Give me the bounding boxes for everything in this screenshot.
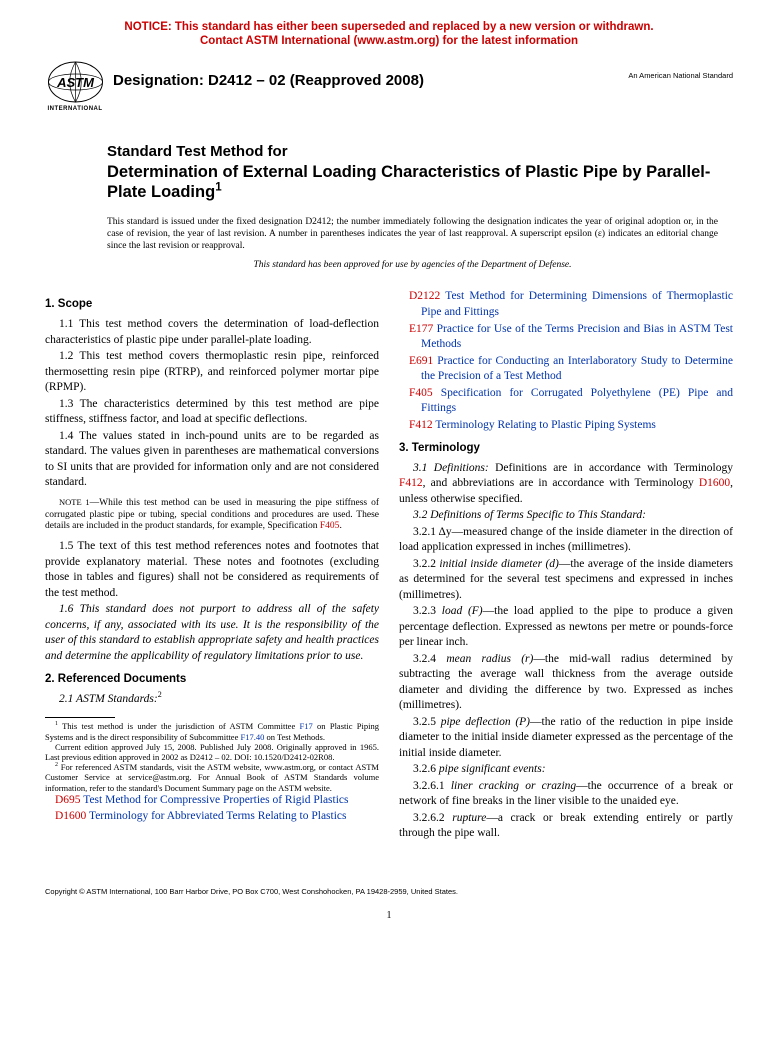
ref-item[interactable]: D695 Test Method for Compressive Propert… (45, 793, 379, 809)
copyright: Copyright © ASTM International, 100 Barr… (45, 887, 733, 897)
ref-item[interactable]: F405 Specification for Corrugated Polyet… (399, 386, 733, 417)
notice-line2: Contact ASTM International (www.astm.org… (200, 35, 578, 47)
title-main: Determination of External Loading Charac… (107, 162, 733, 203)
term-3-2-6-2: 3.2.6.2 rupture—a crack or break extendi… (399, 811, 733, 842)
term-3-2-1: 3.2.1 Δy—measured change of the inside d… (399, 525, 733, 556)
link-f412[interactable]: F412 (399, 477, 423, 489)
link-f405[interactable]: F405 (320, 521, 340, 531)
footnote-2: 2 For referenced ASTM standards, visit t… (45, 762, 379, 793)
body-columns: 1. Scope 1.1 This test method covers the… (45, 289, 733, 842)
link-d1600[interactable]: D1600 (699, 477, 730, 489)
scope-1-5: 1.5 The text of this test method referen… (45, 539, 379, 601)
term-3-2-5: 3.2.5 pipe deflection (P)—the ratio of t… (399, 715, 733, 762)
page-number: 1 (45, 909, 733, 923)
scope-1-3: 1.3 The characteristics determined by th… (45, 397, 379, 428)
term-3-2-6-1: 3.2.6.1 liner cracking or crazing—the oc… (399, 779, 733, 810)
term-3-2-2: 3.2.2 initial inside diameter (d)—the av… (399, 557, 733, 604)
ref-item[interactable]: E691 Practice for Conducting an Interlab… (399, 354, 733, 385)
scope-heading: 1. Scope (45, 297, 379, 313)
ans-tag: An American National Standard (628, 61, 733, 81)
link-f17[interactable]: F17 (300, 721, 313, 731)
title-pre: Standard Test Method for (107, 143, 733, 162)
logo-label: INTERNATIONAL (45, 105, 105, 113)
refdocs-heading: 2. Referenced Documents (45, 672, 379, 688)
scope-note-1: NOTE 1—While this test method can be use… (45, 497, 379, 534)
refdocs-2-1: 2.1 ASTM Standards:2 (45, 692, 379, 708)
astm-logo-icon: ASTM (48, 61, 103, 103)
intro-para: This standard is issued under the fixed … (107, 217, 718, 253)
notice-line1: NOTICE: This standard has either been su… (124, 21, 653, 33)
footnote-rule (45, 717, 115, 718)
term-3-2-4: 3.2.4 mean radius (r)—the mid-wall radiu… (399, 652, 733, 714)
footnote-1b: Current edition approved July 15, 2008. … (45, 742, 379, 762)
ref-item[interactable]: D2122 Test Method for Determining Dimens… (399, 289, 733, 320)
title-block: Standard Test Method for Determination o… (107, 143, 733, 203)
footnote-1: 1 This test method is under the jurisdic… (45, 721, 379, 741)
notice-banner: NOTICE: This standard has either been su… (45, 20, 733, 49)
scope-1-1: 1.1 This test method covers the determin… (45, 317, 379, 348)
link-f17-40[interactable]: F17.40 (240, 732, 264, 742)
svg-text:ASTM: ASTM (56, 75, 95, 90)
scope-1-4: 1.4 The values stated in inch-pound unit… (45, 429, 379, 491)
intro-approval: This standard has been approved for use … (107, 259, 718, 272)
scope-1-2: 1.2 This test method covers thermoplasti… (45, 349, 379, 396)
terminology-heading: 3. Terminology (399, 441, 733, 457)
designation: Designation: D2412 – 02 (Reapproved 2008… (105, 61, 628, 91)
term-3-2-3: 3.2.3 load (F)—the load applied to the p… (399, 604, 733, 651)
scope-1-6: 1.6 This standard does not purport to ad… (45, 602, 379, 664)
ref-item[interactable]: E177 Practice for Use of the Terms Preci… (399, 322, 733, 353)
ref-item[interactable]: F412 Terminology Relating to Plastic Pip… (399, 418, 733, 434)
term-3-2-6: 3.2.6 pipe significant events: (399, 762, 733, 778)
ref-item[interactable]: D1600 Terminology for Abbreviated Terms … (45, 809, 379, 825)
term-3-2: 3.2 Definitions of Terms Specific to Thi… (399, 508, 733, 524)
astm-logo: ASTM INTERNATIONAL (45, 61, 105, 113)
term-3-1: 3.1 Definitions: Definitions are in acco… (399, 461, 733, 508)
header: ASTM INTERNATIONAL Designation: D2412 – … (45, 61, 733, 113)
